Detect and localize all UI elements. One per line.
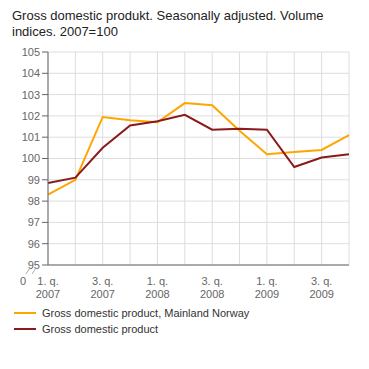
svg-text:1. q.2007: 1. q.2007 (36, 275, 60, 299)
svg-text:3. q.2009: 3. q.2009 (309, 275, 333, 299)
svg-text:103: 103 (22, 89, 40, 101)
svg-text:1. q.2008: 1. q.2008 (145, 275, 169, 299)
svg-text:3. q.2008: 3. q.2008 (200, 275, 224, 299)
html-text:Gross domestic product, Mainla: Gross domestic product, Mainland Norway (42, 307, 250, 319)
svg-text:96: 96 (28, 238, 40, 250)
svg-text:104: 104 (22, 67, 40, 79)
svg-text:95: 95 (27, 258, 40, 271)
svg-text:100: 100 (22, 152, 40, 164)
svg-text:1. q.2009: 1. q.2009 (255, 275, 279, 299)
svg-text:102: 102 (22, 110, 40, 122)
html-text:Gross domestic produkt. Season: Gross domestic produkt. Seasonally adjus… (12, 8, 324, 23)
svg-text:99: 99 (28, 174, 40, 186)
html-text:Gross domestic product: Gross domestic product (42, 323, 159, 335)
svg-text:105: 105 (22, 46, 40, 58)
svg-text:98: 98 (28, 195, 40, 207)
svg-text:97: 97 (28, 216, 40, 228)
svg-text:101: 101 (22, 131, 40, 143)
html-text:0: 0 (20, 275, 27, 287)
svg-text:3. q.2007: 3. q.2007 (90, 275, 114, 299)
html-text:indices. 2007=100: indices. 2007=100 (12, 24, 118, 39)
